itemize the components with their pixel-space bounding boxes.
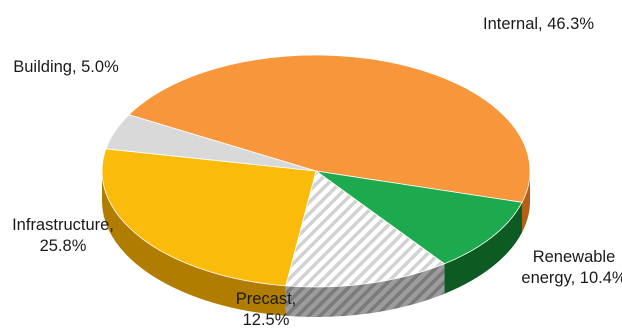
- pie-top-faces: [101, 54, 531, 288]
- pie-slice-building: [105, 114, 317, 172]
- pie-data-labels: Internal, 46.3% Renewable energy, 10.4% Pre…: [12, 15, 622, 329]
- pie-slice-precast: [285, 170, 446, 288]
- pie-side-renewable-energy: [444, 202, 523, 294]
- data-label-internal: Internal, 46.3%: [483, 15, 594, 33]
- pie-slice-internal: [128, 54, 531, 203]
- data-label-infrastructure: Infrastructure, 25.8%: [12, 216, 114, 255]
- pie-side-internal: [522, 171, 530, 233]
- pie-slice-renewable-energy: [315, 170, 523, 265]
- pie-slice-infrastructure: [101, 148, 317, 287]
- data-label-precast: Precast, 12.5%: [236, 290, 297, 329]
- data-label-building: Building, 5.0%: [13, 58, 119, 76]
- pie-side-precast: [285, 263, 445, 317]
- data-label-renewable-energy: Renewable energy, 10.4%: [521, 248, 622, 287]
